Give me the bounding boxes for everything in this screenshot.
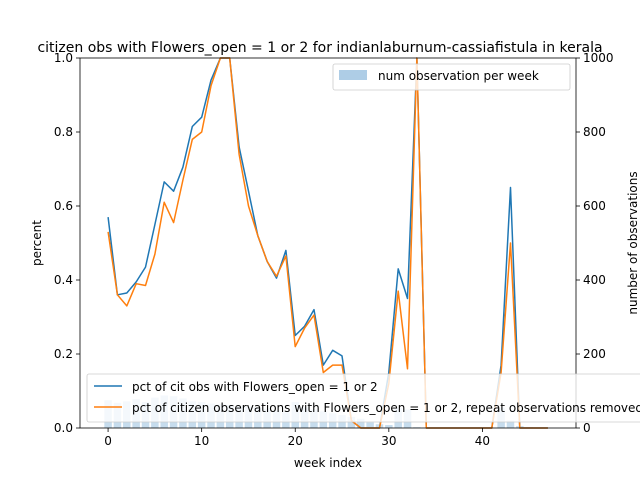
y2-tick-label: 200 (583, 347, 606, 361)
x-axis-label: week index (294, 456, 362, 470)
y2-axis-label: number of observations (626, 171, 640, 314)
plot-frame (79, 57, 577, 429)
bar (347, 416, 356, 428)
y-axis-right: 0 200 400 600 800 1000 (576, 51, 614, 435)
series-line-2 (107, 57, 548, 429)
bar (357, 418, 365, 428)
legend-series-1-label: pct of cit obs with Flowers_open = 1 or … (132, 380, 378, 394)
legend-bar-label: num observation per week (378, 69, 539, 83)
x-tick-label: 40 (475, 434, 490, 448)
legend-top-box (332, 63, 571, 91)
legend-top: num observation per week (332, 63, 571, 91)
y-tick-label: 1.0 (54, 51, 73, 65)
x-tick-label: 10 (194, 434, 209, 448)
x-tick-label: 30 (381, 434, 396, 448)
x-tick-label: 0 (104, 434, 112, 448)
y2-tick-label: 600 (583, 199, 606, 213)
y2-tick-label: 400 (583, 273, 606, 287)
chart-title: citizen obs with Flowers_open = 1 or 2 f… (37, 40, 602, 56)
y-tick-label: 0.8 (54, 125, 73, 139)
x-tick-label: 20 (288, 434, 303, 448)
y-axis-label: percent (30, 220, 44, 266)
y-tick-label: 0.4 (54, 273, 73, 287)
y-tick-label: 0.2 (54, 347, 73, 361)
y-tick-label: 0.0 (54, 421, 73, 435)
legend-bottom-box (86, 373, 640, 423)
bar (366, 422, 374, 428)
line-series (107, 57, 548, 429)
series-line-1 (107, 57, 548, 429)
x-axis: 0 10 20 30 40 (104, 428, 490, 448)
y-tick-label: 0.6 (54, 199, 73, 213)
bar (385, 425, 393, 428)
legend-series-2-label: pct of citizen observations with Flowers… (132, 401, 640, 415)
y-axis-left: 0.0 0.2 0.4 0.6 0.8 1.0 (54, 51, 80, 435)
bar (506, 420, 515, 428)
y2-tick-label: 1000 (583, 51, 614, 65)
legend-bottom: pct of cit obs with Flowers_open = 1 or … (86, 373, 640, 423)
legend-bar-swatch (339, 70, 367, 80)
y2-tick-label: 800 (583, 125, 606, 139)
y2-tick-label: 0 (583, 421, 591, 435)
